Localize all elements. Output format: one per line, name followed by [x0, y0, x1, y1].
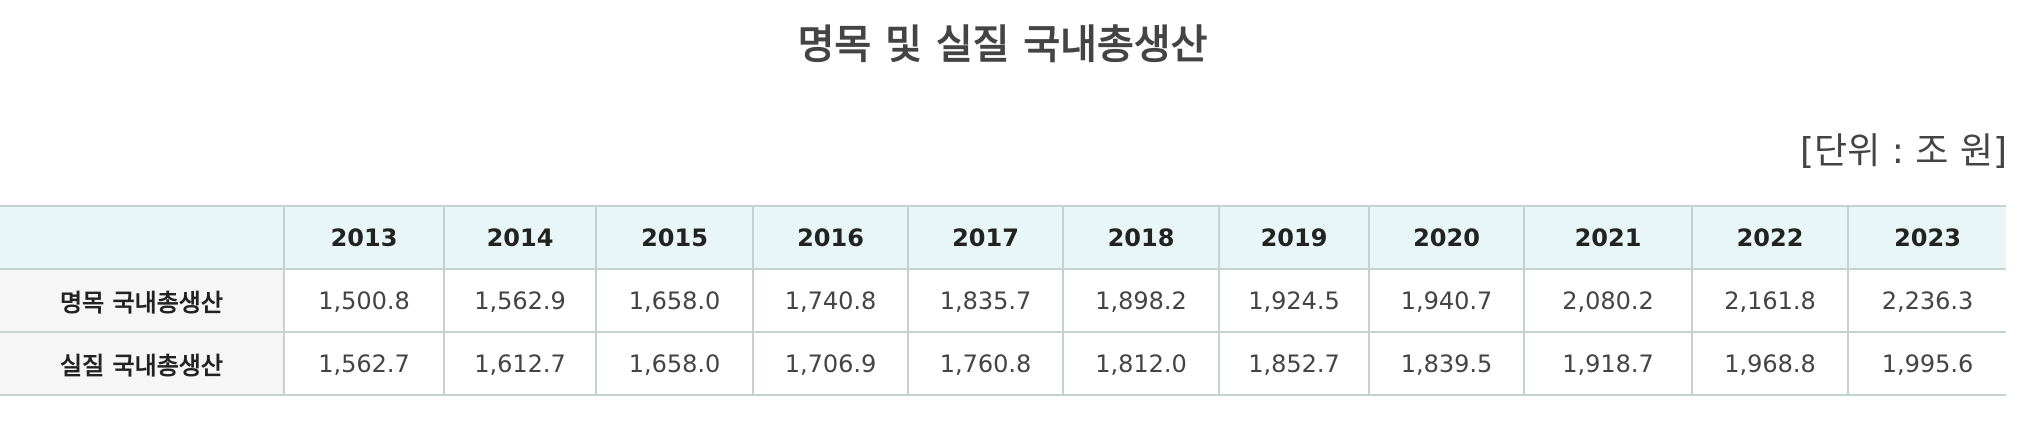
- table-cell: 1,658.0: [595, 331, 754, 396]
- table-cell: 1,835.7: [907, 268, 1064, 333]
- table-cell: 1,918.7: [1523, 331, 1693, 396]
- row-label: 명목 국내총생산: [0, 268, 285, 333]
- table-cell: 1,562.9: [443, 268, 597, 333]
- table-cell: 1,740.8: [752, 268, 909, 333]
- data-table: 2013 2014 2015 2016 2017 2018 2019 2020 2021 2022…: [0, 205, 2006, 396]
- table-cell: 1,995.6: [1847, 331, 2006, 396]
- column-header: 2013: [283, 205, 445, 270]
- table-cell: 2,080.2: [1523, 268, 1693, 333]
- header-row: 2013 2014 2015 2016 2017 2018 2019 2020 2021 2022…: [0, 205, 2006, 270]
- table-cell: 1,839.5: [1368, 331, 1525, 396]
- table-cell: 1,812.0: [1062, 331, 1220, 396]
- corner-cell: [0, 205, 285, 270]
- table-cell: 1,924.5: [1218, 268, 1370, 333]
- table-cell: 1,940.7: [1368, 268, 1525, 333]
- row-label: 실질 국내총생산: [0, 331, 285, 396]
- table-cell: 1,968.8: [1691, 331, 1849, 396]
- page-title: 명목 및 실질 국내총생산: [797, 22, 1208, 68]
- column-header: 2014: [443, 205, 597, 270]
- table-cell: 1,612.7: [443, 331, 597, 396]
- table-cell: 1,706.9: [752, 331, 909, 396]
- column-header: 2019: [1218, 205, 1370, 270]
- table-cell: 1,760.8: [907, 331, 1064, 396]
- table-cell: 1,852.7: [1218, 331, 1370, 396]
- table-cell: 2,161.8: [1691, 268, 1849, 333]
- unit-label: [단위 : 조 원]: [1799, 131, 2007, 172]
- column-header: 2018: [1062, 205, 1220, 270]
- table-row: 명목 국내총생산 1,500.8 1,562.9 1,658.0 1,740.8 1,83…: [0, 268, 2006, 333]
- table-cell: 1,898.2: [1062, 268, 1220, 333]
- table-cell: 2,236.3: [1847, 268, 2006, 333]
- table-row: 실질 국내총생산 1,562.7 1,612.7 1,658.0 1,706.9 1,76…: [0, 331, 2006, 396]
- column-header: 2015: [595, 205, 754, 270]
- column-header: 2023: [1847, 205, 2006, 270]
- table-cell: 1,562.7: [283, 331, 445, 396]
- table-cell: 1,658.0: [595, 268, 754, 333]
- column-header: 2016: [752, 205, 909, 270]
- column-header: 2022: [1691, 205, 1849, 270]
- column-header: 2017: [907, 205, 1064, 270]
- table-cell: 1,500.8: [283, 268, 445, 333]
- column-header: 2021: [1523, 205, 1693, 270]
- column-header: 2020: [1368, 205, 1525, 270]
